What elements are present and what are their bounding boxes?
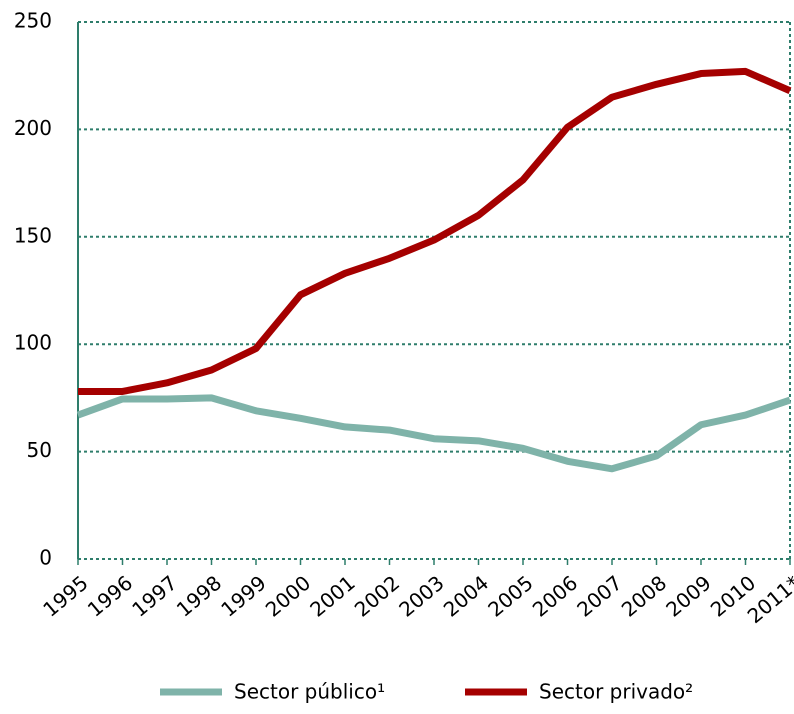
y-tick-label: 250 — [14, 9, 52, 33]
x-tick-label: 2000 — [261, 571, 315, 622]
y-tick-label: 0 — [39, 546, 52, 570]
legend-label: Sector público¹ — [234, 680, 385, 704]
series-line — [78, 67, 792, 395]
y-tick-label: 100 — [14, 331, 52, 355]
x-tick-label: 1995 — [38, 571, 92, 622]
y-tick-label: 50 — [27, 438, 52, 462]
x-tick-label: 2003 — [394, 571, 448, 622]
y-tick-label: 200 — [14, 116, 52, 140]
x-tick-label: 2004 — [439, 571, 493, 622]
x-tick-label: 2006 — [528, 571, 582, 622]
x-tick-label: 2009 — [661, 571, 715, 622]
series-line — [76, 394, 792, 473]
x-tick-label: 2005 — [483, 571, 537, 622]
y-tick-label: 150 — [14, 223, 52, 247]
legend-label: Sector privado² — [539, 680, 693, 704]
x-tick-label: 2008 — [617, 571, 671, 622]
x-tick-label: 1998 — [172, 571, 226, 622]
x-tick-label: 2001 — [305, 571, 359, 622]
x-tick-label: 1996 — [83, 571, 137, 622]
x-tick-label: 1997 — [127, 571, 181, 622]
x-tick-label: 2007 — [572, 571, 626, 622]
x-tick-label: 2002 — [350, 571, 404, 622]
x-tick-label: 1999 — [216, 571, 270, 622]
